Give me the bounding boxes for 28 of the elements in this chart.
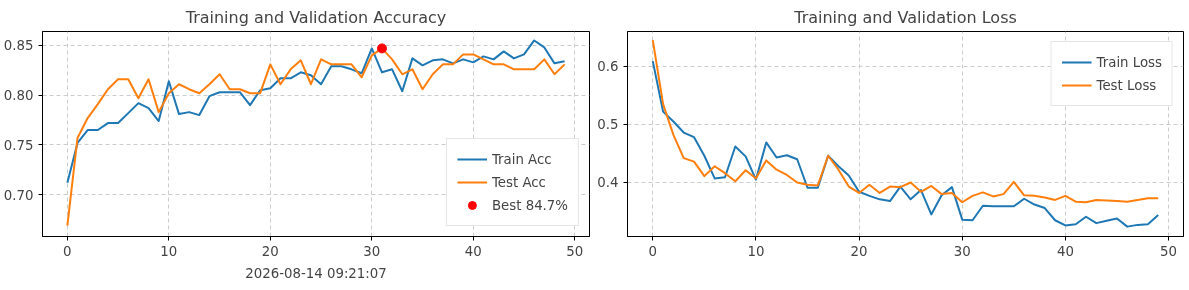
y-tick-label: 0.4 xyxy=(597,175,619,191)
y-tick-label: 0.70 xyxy=(3,187,34,203)
x-tick-label: 10 xyxy=(160,243,178,259)
y-tick-label: 0.75 xyxy=(3,137,34,153)
y-tick-label: 0.6 xyxy=(597,59,619,75)
legend-label: Test Loss xyxy=(1096,77,1157,93)
legend-label: Train Loss xyxy=(1096,54,1162,70)
legend-label: Test Acc xyxy=(491,174,546,190)
y-tick-label: 0.5 xyxy=(597,117,619,133)
x-tick-label: 0 xyxy=(648,243,658,259)
x-tick-label: 30 xyxy=(953,243,971,259)
y-tick-label: 0.85 xyxy=(3,38,34,54)
x-tick-label: 40 xyxy=(1056,243,1074,259)
text: 2026-08-14 09:21:07 xyxy=(245,265,387,281)
x-tick-label: 10 xyxy=(747,243,765,259)
legend-label: Train Acc xyxy=(491,151,552,167)
legend-label: Best 84.7% xyxy=(491,197,568,213)
x-tick-label: 30 xyxy=(363,243,381,259)
chart-title: Training and Validation Accuracy xyxy=(184,7,447,27)
line-series xyxy=(651,39,1160,204)
x-tick-label: 50 xyxy=(566,243,584,259)
x-tick-label: 20 xyxy=(261,243,279,259)
y-tick-label: 0.80 xyxy=(3,88,34,104)
x-tick-label: 20 xyxy=(850,243,868,259)
x-tick-label: 0 xyxy=(63,243,72,259)
x-tick-label: 40 xyxy=(464,243,482,259)
chart-title: Training and Validation Loss xyxy=(793,7,1017,27)
x-tick-label: 50 xyxy=(1160,243,1178,259)
